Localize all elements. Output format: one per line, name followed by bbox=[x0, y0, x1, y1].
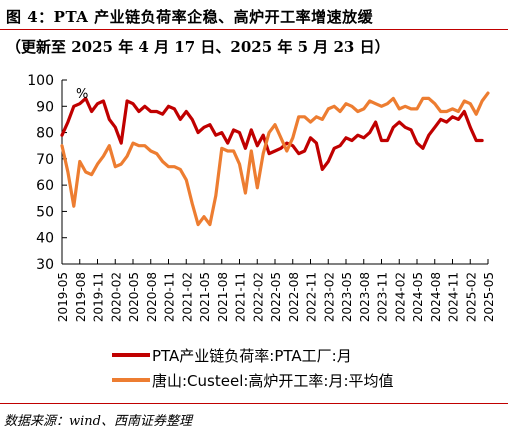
x-tick-label: 2022-08 bbox=[287, 272, 301, 322]
y-unit-label: % bbox=[76, 87, 88, 102]
source-divider bbox=[0, 403, 508, 404]
x-tick-label: 2023-11 bbox=[376, 272, 390, 322]
x-tick-label: 2021-02 bbox=[180, 272, 194, 322]
series-layer bbox=[60, 91, 490, 227]
x-tick-label: 2020-08 bbox=[145, 272, 159, 322]
x-tick-label: 2024-02 bbox=[393, 272, 407, 322]
x-tick-label: 2019-11 bbox=[92, 272, 106, 322]
x-tick-label: 2023-05 bbox=[340, 272, 354, 322]
x-tick-label: 2025-02 bbox=[464, 272, 478, 322]
x-tick-label: 2023-08 bbox=[358, 272, 372, 322]
x-tick-label: 2021-08 bbox=[216, 272, 230, 322]
chart-title: 图 4：PTA 产业链负荷率企稳、高炉开工率增速放缓 bbox=[6, 8, 374, 26]
y-tick-label: 50 bbox=[36, 204, 54, 220]
title-divider-top bbox=[0, 29, 508, 30]
x-tick-label: 2023-02 bbox=[322, 272, 336, 322]
x-tick-label: 2024-05 bbox=[411, 272, 425, 322]
x-tick-label: 2020-02 bbox=[109, 272, 123, 322]
y-tick-label: 100 bbox=[27, 73, 54, 89]
x-axis: 2019-05 2019-08 2019-11 2020-02 2020-05 2020-… bbox=[56, 259, 496, 322]
x-tick-label: 2022-11 bbox=[305, 272, 319, 322]
x-tick-label: 2022-05 bbox=[269, 272, 283, 322]
x-tick-label: 2022-02 bbox=[251, 272, 265, 322]
legend: PTA产业链负荷率:PTA工厂:月唐山:Custeel:高炉开工率:月:平均值 bbox=[112, 347, 394, 390]
legend-label-1: PTA产业链负荷率:PTA工厂:月 bbox=[152, 347, 352, 365]
x-tick-label: 2024-08 bbox=[429, 272, 443, 322]
y-tick-label: 80 bbox=[36, 126, 54, 142]
x-tick-label: 2021-11 bbox=[234, 272, 248, 322]
x-tick-label: 2020-05 bbox=[127, 272, 141, 322]
y-tick-label: 30 bbox=[36, 257, 54, 273]
x-tick-label: 2019-05 bbox=[56, 272, 70, 322]
x-tick-label: 2021-05 bbox=[198, 272, 212, 322]
series-line-2 bbox=[60, 91, 490, 227]
x-tick-label: 2025-05 bbox=[482, 272, 496, 322]
y-tick-label: 60 bbox=[36, 178, 54, 194]
series-line-1 bbox=[60, 96, 484, 171]
chart-subtitle: （更新至 2025 年 4 月 17 日、2025 年 5 月 23 日） bbox=[6, 38, 390, 56]
source-note: 数据来源：wind、西南证券整理 bbox=[4, 414, 192, 429]
y-axis: 30 40 50 60 70 80 90 100 bbox=[27, 73, 67, 273]
legend-label-2: 唐山:Custeel:高炉开工率:月:平均值 bbox=[152, 372, 394, 390]
y-tick-label: 90 bbox=[36, 99, 54, 115]
x-tick-label: 2020-11 bbox=[163, 272, 177, 322]
x-tick-label: 2024-11 bbox=[447, 272, 461, 322]
y-tick-label: 70 bbox=[36, 152, 54, 168]
y-tick-label: 40 bbox=[36, 231, 54, 247]
x-tick-label: 2019-08 bbox=[74, 272, 88, 322]
